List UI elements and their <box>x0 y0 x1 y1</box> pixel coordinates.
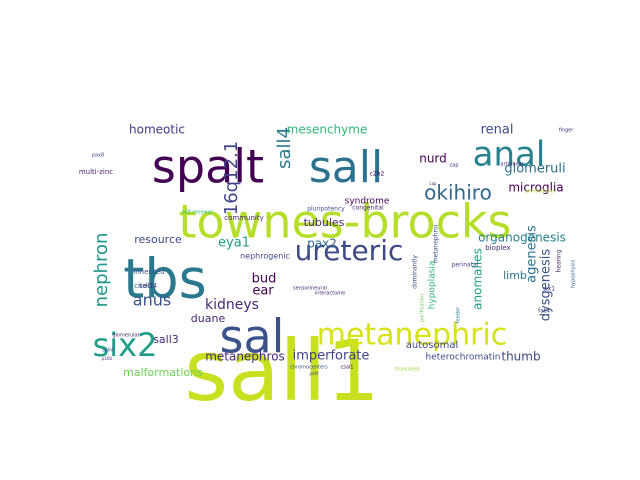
word-hypoplasia: hypoplasia <box>428 261 438 310</box>
word-self-renewal: self-renewal <box>182 210 212 216</box>
word-hearing: hearing <box>556 249 563 272</box>
word-autosomal: autosomal <box>406 340 458 351</box>
word-sall3: sall3 <box>153 333 179 346</box>
word-cap: cap <box>450 163 459 169</box>
word-bud: bud <box>252 272 277 287</box>
word-heterochromatin: heterochromatin <box>426 353 501 363</box>
word-microglia: microglia <box>508 181 563 195</box>
word-pax2: pax2 <box>307 237 337 251</box>
word-sal: sal <box>220 310 285 364</box>
word-purification: purification <box>420 294 426 322</box>
word-fat4: fat4 <box>538 308 550 315</box>
word-anal: anal <box>473 135 546 175</box>
word-p160: p160 <box>102 356 113 361</box>
word-pax8: pax8 <box>92 153 104 159</box>
word-resource: resource <box>134 233 182 246</box>
word-sall4: sall4 <box>274 127 295 169</box>
word-feeder: feeder <box>456 306 462 323</box>
word-thumb: thumb <box>501 350 540 364</box>
word-organogenesis: organogenesis <box>478 231 566 245</box>
word-malformations: malformations <box>123 366 203 379</box>
word-metanephroi: metanephroi <box>433 224 440 263</box>
word-community: community <box>224 214 263 222</box>
word-cited1: cited1 <box>134 282 156 290</box>
word-nurd: nurd <box>419 152 447 166</box>
word-glomerular: glomerular <box>112 333 140 339</box>
word-congenital: congenital <box>352 205 384 212</box>
word-eya1: eya1 <box>218 236 250 251</box>
word-syndrome: syndrome <box>345 197 390 207</box>
word-ureteric: ureteric <box>295 234 404 267</box>
word-annotations: annotations <box>525 189 555 195</box>
word-mesenchyme: mesenchyme <box>287 123 368 137</box>
word-anomalies: anomalies <box>471 248 485 310</box>
word-sensorineural: sensorineural <box>293 286 327 292</box>
word-ear: ear <box>252 284 274 299</box>
word-duane: duane <box>191 312 226 325</box>
word-chromocenters: chromocenters <box>290 365 328 371</box>
word-nephron: nephron <box>91 233 112 308</box>
word-spalt: spalt <box>152 140 264 194</box>
word-imperforate: imperforate <box>293 349 370 364</box>
word-dominantly: dominantly <box>412 255 419 289</box>
word-six1: six1 <box>543 286 555 293</box>
word-dysgenesis: dysgenesis <box>539 249 554 322</box>
word-tbs: tbs <box>123 248 207 311</box>
word-metanephros: metanephros <box>205 350 285 364</box>
word-anus: anus <box>133 291 171 310</box>
word-agenesis: agenesis <box>525 225 540 283</box>
word-hypophysis: hypophysis <box>571 259 577 288</box>
word-pluripotency: pluripotency <box>307 206 345 213</box>
word-nephrogenic: nephrogenic <box>240 252 290 261</box>
word-metanephric: metanephric <box>317 318 508 353</box>
word-c2h2: c2h2 <box>370 171 385 178</box>
word-kidneys: kidneys <box>205 297 259 313</box>
word-inherited: inherited <box>133 268 164 276</box>
word-multi-zinc: multi-zinc <box>79 168 113 176</box>
word-okihiro: okihiro <box>424 181 492 205</box>
word-homeotic: homeotic <box>129 123 185 137</box>
word-finger: finger <box>559 128 575 134</box>
word-townes-brocks: townes-brocks <box>179 195 512 249</box>
word-interactome: interactome <box>315 291 345 297</box>
word-16q12-1: 16q12.1 <box>221 141 242 215</box>
word-bioplex: bioplex <box>485 244 510 252</box>
word-six2: six2 <box>93 326 158 364</box>
word-renal: renal <box>481 123 514 138</box>
word-perinatal: perinatal <box>452 262 479 269</box>
word-sall4: sall4 <box>102 348 114 354</box>
word-limb: limb <box>503 269 527 282</box>
word-csal1: csal1 <box>341 365 354 371</box>
word-cap: cap <box>429 181 437 186</box>
word-sall14: sall14 <box>139 283 157 290</box>
word-pdhf: pdhf <box>309 371 319 376</box>
word-arteriolar: arteriolar <box>500 162 524 168</box>
word-tubules: tubules <box>304 216 345 229</box>
word-sall: sall <box>309 142 383 193</box>
word-glomeruli: glomeruli <box>504 162 565 177</box>
word-sall1: sall1 <box>184 322 379 420</box>
word-truncated: truncated <box>395 367 419 373</box>
